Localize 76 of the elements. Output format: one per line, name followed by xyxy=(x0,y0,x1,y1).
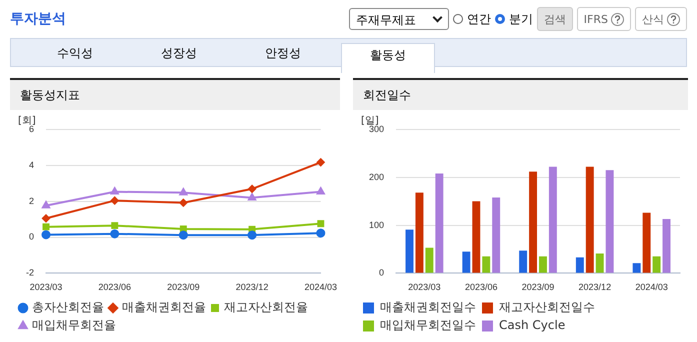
text: 검색 xyxy=(536,7,573,31)
point xyxy=(110,196,119,205)
y-tick-label: -2 xyxy=(26,268,34,278)
x-tick-label: 2023/06 xyxy=(464,282,498,292)
bar xyxy=(482,256,490,273)
bar xyxy=(529,172,538,273)
chart-title: 활동성지표 xyxy=(10,80,340,110)
point xyxy=(179,198,188,207)
legend-label: 매출채권회전일수 xyxy=(380,300,476,314)
bar xyxy=(662,219,670,273)
point xyxy=(179,188,188,196)
x-tick-label: 2024/03 xyxy=(304,282,338,292)
chart-title: 회전일수 xyxy=(353,80,688,110)
text: 주재무제표 xyxy=(356,13,416,27)
point xyxy=(248,193,256,200)
x-tick-label: 2023/09 xyxy=(167,282,200,292)
legend-label: 매입채무회전일수 xyxy=(380,318,476,332)
text: 산식 xyxy=(642,12,664,26)
y-tick-label: 0 xyxy=(28,232,34,242)
x-tick-label: 2024/03 xyxy=(635,282,668,292)
text: 성장성 xyxy=(160,45,198,62)
bar xyxy=(539,256,547,273)
bar xyxy=(642,212,651,273)
text: 수익성 xyxy=(56,45,94,62)
point xyxy=(248,230,257,240)
point xyxy=(178,230,188,240)
point xyxy=(42,201,50,208)
point xyxy=(111,222,118,230)
point xyxy=(316,187,325,195)
text: 투자분석 xyxy=(10,10,66,28)
x-tick-label: 2023/12 xyxy=(578,282,612,292)
point xyxy=(110,229,120,238)
bar xyxy=(472,201,480,273)
legend-label: Cash Cycle xyxy=(499,318,566,332)
bar xyxy=(586,166,594,273)
text: 안정성 xyxy=(264,45,302,62)
text: 분기 xyxy=(508,10,533,28)
bar xyxy=(576,257,584,273)
point xyxy=(42,223,50,230)
legend-label: 총자산회전율 xyxy=(32,300,104,314)
x-tick-label: 2023/03 xyxy=(30,282,62,292)
point xyxy=(316,228,326,238)
point xyxy=(317,220,324,228)
bar xyxy=(606,170,614,273)
y-tick-label: 4 xyxy=(28,160,34,170)
bar xyxy=(632,263,641,273)
bar xyxy=(548,166,557,273)
legend-label: 재고자산회전일수 xyxy=(499,300,595,314)
text: 연간 xyxy=(466,10,491,28)
bar xyxy=(492,197,500,273)
y-tick-label: 2 xyxy=(28,196,34,206)
bar xyxy=(425,248,434,273)
legend-label: 재고자산회전율 xyxy=(224,300,308,314)
bar xyxy=(415,192,424,273)
text: IFRS xyxy=(584,12,608,26)
point xyxy=(110,187,119,195)
x-tick-label: 2023/03 xyxy=(408,282,441,292)
legend-label: 매입채무회전율 xyxy=(32,318,116,332)
bar xyxy=(519,250,528,273)
x-tick-label: 2023/09 xyxy=(522,282,554,292)
point xyxy=(316,158,325,166)
y-tick-label: 0 xyxy=(379,268,384,278)
y-tick-label: 200 xyxy=(368,172,384,182)
point xyxy=(248,184,256,193)
bar xyxy=(462,252,470,273)
text: 활동성 xyxy=(341,43,435,73)
bar xyxy=(596,254,604,273)
bar xyxy=(406,230,414,273)
bar xyxy=(435,174,444,273)
point xyxy=(42,230,51,240)
x-tick-label: 2023/12 xyxy=(236,282,268,292)
point xyxy=(42,214,50,222)
x-tick-label: 2023/06 xyxy=(98,282,131,292)
bar xyxy=(652,256,661,273)
y-tick-label: 100 xyxy=(368,220,384,230)
legend-label: 매출채권회전율 xyxy=(122,300,206,314)
